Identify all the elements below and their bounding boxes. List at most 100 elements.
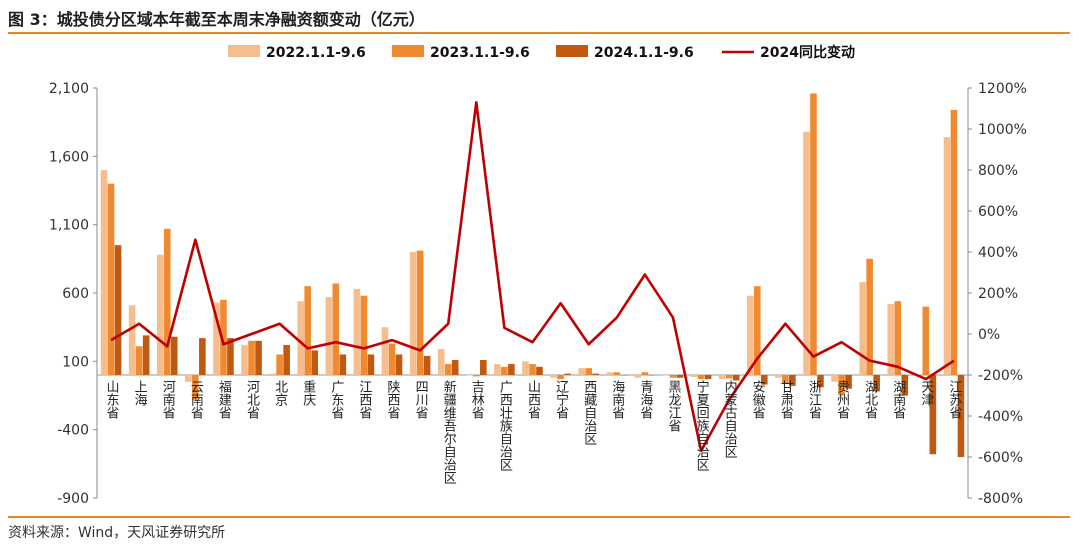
bar	[929, 375, 937, 455]
bar	[325, 297, 333, 375]
bar	[297, 301, 305, 375]
category-label: 四川省	[413, 380, 429, 419]
bar	[255, 340, 262, 375]
right-axis-tick-label: 200%	[978, 286, 1018, 302]
source-note: 资料来源：Wind，天风证券研究所	[8, 525, 226, 541]
bar	[578, 368, 585, 375]
bar	[339, 354, 347, 375]
yoy-change-line	[110, 101, 955, 453]
bar	[501, 366, 508, 375]
bar	[304, 286, 312, 375]
bar	[803, 131, 810, 375]
bar	[662, 375, 670, 376]
bar	[156, 254, 164, 375]
category-label: 山西省	[525, 380, 541, 419]
bar	[732, 375, 740, 381]
category-label: 陕西省	[385, 380, 401, 419]
bar	[950, 109, 958, 376]
right-axis-tick-label: -600%	[978, 450, 1023, 466]
bar	[718, 375, 726, 380]
category-label: 浙江省	[806, 380, 822, 419]
right-axis-tick-label: 0%	[978, 327, 1000, 343]
category-label: 江苏省	[946, 380, 962, 419]
category-label: 内蒙古自治区	[722, 379, 738, 458]
bar	[775, 375, 782, 378]
bar	[494, 364, 501, 375]
category-label: 新疆维吾尔自治区	[441, 379, 457, 484]
bar	[388, 343, 396, 375]
bar	[725, 375, 733, 379]
legend-swatch	[556, 45, 588, 57]
category-label: 吉林省	[469, 380, 485, 419]
category-label: 辽宁省	[553, 380, 569, 419]
left-axis-tick-label: 1,100	[49, 218, 89, 234]
bar	[128, 305, 136, 375]
bar	[957, 375, 965, 457]
category-label: 湖南省	[890, 380, 906, 419]
right-axis-tick-label: 600%	[978, 204, 1018, 220]
bar	[613, 372, 621, 375]
bar	[634, 375, 642, 378]
right-axis-tick-label: 1200%	[978, 81, 1027, 97]
category-label: 山东省	[104, 380, 120, 419]
category-label: 江西省	[356, 380, 372, 419]
bar	[107, 183, 115, 375]
bar	[592, 373, 599, 375]
bar	[451, 359, 459, 375]
bar	[845, 375, 852, 389]
bar	[311, 350, 319, 375]
bar	[585, 368, 592, 375]
bar	[353, 288, 361, 375]
bar	[227, 338, 234, 375]
left-axis-tick-label: 1,600	[49, 149, 89, 165]
legend: 2022.1.1-9.6 2023.1.1-9.6 2024.1.1-9.6 2024…	[228, 44, 855, 61]
bar	[887, 303, 895, 375]
bar	[550, 375, 557, 378]
bar	[395, 354, 403, 375]
bar	[676, 375, 684, 378]
bar	[817, 375, 824, 388]
bar	[669, 375, 677, 378]
bar	[248, 340, 255, 375]
bar	[704, 375, 712, 380]
bar	[220, 299, 227, 375]
legend-swatch	[392, 45, 424, 57]
bar	[409, 252, 417, 375]
category-label: 福建省	[216, 380, 232, 419]
bar	[241, 344, 248, 375]
bar	[697, 375, 705, 380]
category-label: 广东省	[328, 380, 344, 419]
bar	[367, 354, 375, 375]
right-axis-tick-label: -200%	[978, 368, 1023, 384]
category-label: 云南省	[188, 380, 204, 419]
legend-label: 2023.1.1-9.6	[430, 45, 530, 61]
legend-swatch	[228, 45, 260, 57]
left-axis-tick-label: 600	[62, 286, 89, 302]
category-label: 青海省	[637, 380, 653, 419]
bar	[163, 228, 171, 375]
legend-label: 2022.1.1-9.6	[266, 45, 366, 61]
category-label: 天津	[918, 380, 934, 406]
category-label: 安徽省	[750, 380, 766, 419]
bar	[360, 295, 368, 375]
bar	[753, 286, 761, 375]
bar	[529, 364, 536, 375]
bar	[213, 302, 220, 375]
right-axis-tick-label: -400%	[978, 409, 1023, 425]
left-axis-tick-label: -900	[57, 491, 89, 507]
category-label: 上海	[132, 380, 148, 406]
bar	[760, 375, 768, 385]
legend-label: 2024.1.1-9.6	[594, 45, 694, 61]
bar	[648, 375, 656, 376]
bar	[381, 327, 389, 375]
line-series	[110, 101, 955, 453]
right-axis-tick-label: 400%	[978, 245, 1018, 261]
bar	[332, 283, 340, 375]
bar	[620, 375, 628, 376]
bar	[873, 375, 880, 392]
bar	[922, 306, 930, 375]
bar	[746, 295, 754, 375]
bar	[782, 375, 789, 384]
right-axis-tick-label: 1000%	[978, 122, 1027, 138]
